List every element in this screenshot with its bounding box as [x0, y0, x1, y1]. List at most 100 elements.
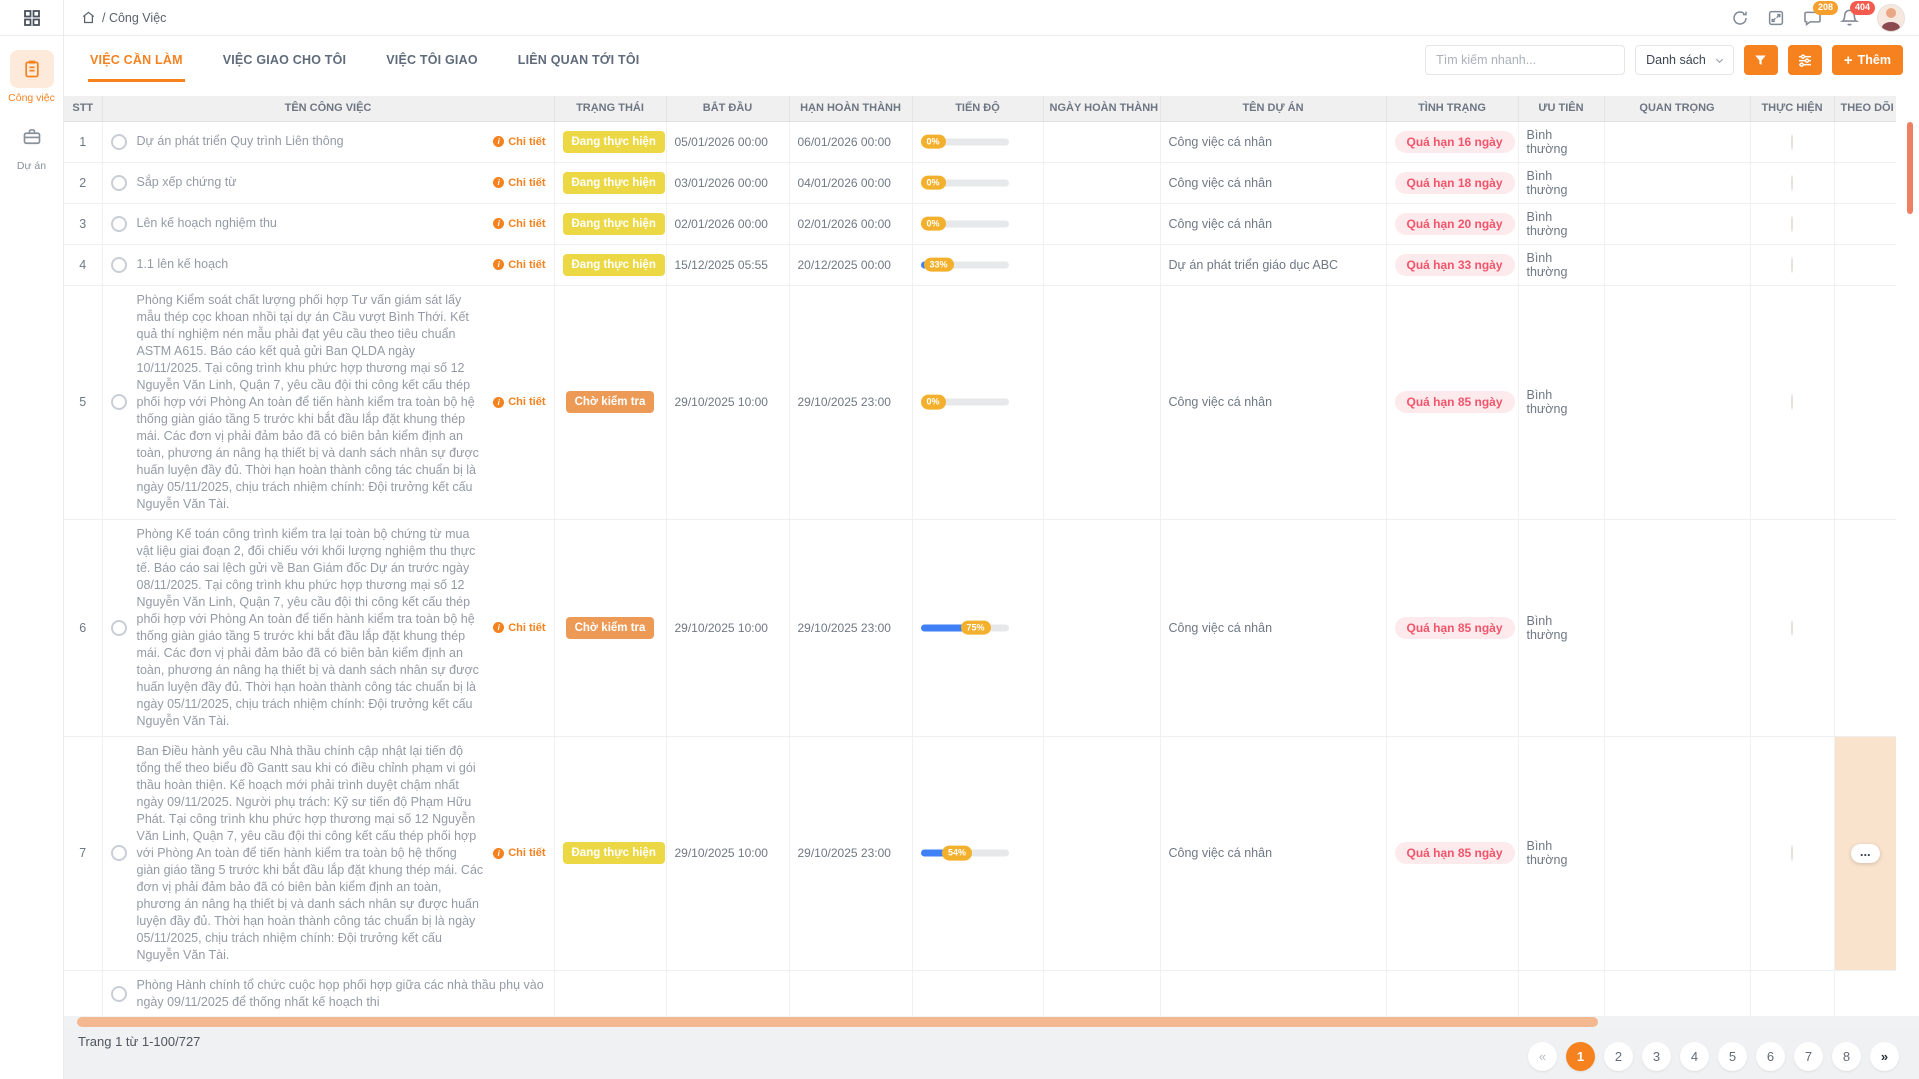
- task-name: Lên kế hoạch nghiệm thu: [136, 216, 277, 230]
- overdue-cell: Quá hạn 16 ngày: [1386, 121, 1519, 163]
- task-name-cell: Dự án phát triển Quy trình Liên thông i …: [102, 121, 555, 163]
- task-radio[interactable]: [110, 174, 127, 191]
- page-button[interactable]: 7: [1794, 1042, 1823, 1071]
- page-button[interactable]: 4: [1680, 1042, 1709, 1071]
- detail-link[interactable]: i Chi tiết: [493, 217, 546, 230]
- progress-value: 0%: [920, 394, 946, 410]
- task-radio[interactable]: [110, 845, 127, 861]
- filter-button[interactable]: [1743, 45, 1778, 75]
- page-button[interactable]: 5: [1718, 1042, 1747, 1071]
- prev-page-button[interactable]: «: [1528, 1042, 1557, 1071]
- assignee-avatar[interactable]: [1791, 215, 1793, 232]
- search-input[interactable]: [1426, 46, 1625, 74]
- assignee-avatar[interactable]: [1791, 619, 1793, 636]
- fullscreen-button[interactable]: [1767, 9, 1785, 27]
- tab-viec-giao-cho-toi[interactable]: VIỆC GIAO CHO TÔI: [222, 52, 347, 67]
- progress-bar: 75%: [920, 620, 1009, 636]
- detail-link[interactable]: i Chi tiết: [493, 847, 546, 859]
- start-date: 03/01/2026 00:00: [666, 162, 790, 204]
- sidebar-item-cong-viec[interactable]: Công việc: [4, 50, 60, 104]
- col-header-trang-thai: TRẠNG THÁI: [554, 96, 667, 122]
- project-name: Dự án phát triển giáo dục ABC: [1160, 244, 1387, 286]
- watch-cell: ...: [1834, 736, 1896, 971]
- task-radio[interactable]: [110, 256, 127, 273]
- tab-viec-toi-giao[interactable]: VIỆC TÔI GIAO: [386, 52, 478, 67]
- page-button[interactable]: 8: [1832, 1042, 1861, 1071]
- task-rows: 1 Dự án phát triển Quy trình Liên thông …: [64, 121, 1896, 1016]
- page-button[interactable]: 2: [1604, 1042, 1633, 1071]
- tab-lien-quan-toi-toi[interactable]: LIÊN QUAN TỚI TÔI: [517, 52, 640, 67]
- tab-viec-can-lam[interactable]: VIỆC CẦN LÀM: [88, 39, 185, 82]
- detail-link-label: Chi tiết: [508, 217, 546, 230]
- notifications-button[interactable]: 404: [1840, 1, 1876, 27]
- watch-cell: [1834, 970, 1896, 1016]
- progress-value: 0%: [920, 216, 946, 231]
- col-header-quan-trong: QUAN TRỌNG: [1604, 96, 1751, 122]
- table-row: 7 Ban Điều hành yêu cầu Nhà thầu chính c…: [64, 736, 1896, 971]
- status-cell: Đang thực hiện: [554, 121, 667, 163]
- priority: Bình thường: [1518, 285, 1605, 520]
- task-name: Phòng Kiểm soát chất lượng phối hợp Tư v…: [136, 292, 479, 511]
- view-mode-select[interactable]: Danh sách: [1635, 45, 1734, 75]
- status-badge: Đang thực hiện: [562, 253, 665, 276]
- page-button[interactable]: 3: [1642, 1042, 1671, 1071]
- task-radio[interactable]: [110, 985, 127, 1002]
- assignee-avatar[interactable]: [1791, 133, 1793, 150]
- assignee-avatar[interactable]: [1791, 845, 1793, 861]
- chevron-down-icon: [1714, 55, 1725, 66]
- due-date: 29/10/2025 23:00: [789, 736, 913, 971]
- task-radio[interactable]: [110, 394, 127, 410]
- task-radio[interactable]: [110, 133, 127, 150]
- assignee-avatar[interactable]: [1791, 174, 1793, 191]
- progress-value: 54%: [942, 845, 973, 861]
- overdue-cell: Quá hạn 20 ngày: [1386, 203, 1519, 245]
- row-actions-button[interactable]: ...: [1850, 843, 1880, 863]
- page-button[interactable]: 6: [1756, 1042, 1785, 1071]
- important-cell: [1604, 203, 1751, 245]
- detail-link-label: Chi tiết: [508, 847, 546, 859]
- home-icon[interactable]: [81, 10, 96, 25]
- due-date: 29/10/2025 23:00: [789, 285, 913, 520]
- overdue-badge: Quá hạn 85 ngày: [1394, 842, 1515, 864]
- page-button[interactable]: 1: [1566, 1042, 1595, 1071]
- messages-button[interactable]: 208: [1803, 1, 1839, 27]
- view-mode-value: Danh sách: [1646, 53, 1706, 67]
- detail-link[interactable]: i Chi tiết: [493, 396, 546, 408]
- watch-cell: [1834, 285, 1896, 520]
- task-radio[interactable]: [110, 215, 127, 232]
- status-badge: Đang thực hiện: [562, 130, 665, 153]
- assignee-avatar[interactable]: [1791, 394, 1793, 410]
- assignee-avatar[interactable]: [1791, 256, 1793, 273]
- detail-link[interactable]: i Chi tiết: [493, 259, 546, 271]
- vertical-scrollbar[interactable]: [1907, 122, 1913, 214]
- progress-fill: [920, 624, 987, 631]
- refresh-button[interactable]: [1731, 9, 1749, 27]
- progress-value: 33%: [923, 257, 954, 272]
- status-badge: Đang thực hiện: [562, 842, 665, 864]
- next-page-button[interactable]: »: [1870, 1042, 1899, 1071]
- detail-link[interactable]: i Chi tiết: [493, 136, 546, 148]
- assignee-cell: [1750, 285, 1835, 520]
- horizontal-scrollbar[interactable]: [77, 1017, 1599, 1027]
- row-index: 7: [64, 736, 103, 971]
- column-settings-button[interactable]: [1787, 45, 1822, 75]
- important-cell: [1604, 244, 1751, 286]
- user-avatar[interactable]: [1877, 3, 1905, 32]
- progress-bar: 0%: [920, 175, 1009, 191]
- progress-cell: [912, 970, 1044, 1016]
- progress-track: [920, 261, 1009, 268]
- add-task-button[interactable]: + Thêm: [1831, 45, 1903, 75]
- tab-list: VIỆC CẦN LÀM VIỆC GIAO CHO TÔI VIỆC TÔI …: [88, 39, 641, 82]
- overdue-cell: Quá hạn 85 ngày: [1386, 285, 1519, 520]
- pagination: « 1 2 3 4 5 6 7 8 »: [1528, 1042, 1899, 1071]
- assignee-cell: [1750, 203, 1835, 245]
- col-header-tinh-trang: TÌNH TRẠNG: [1386, 96, 1519, 122]
- detail-link[interactable]: i Chi tiết: [493, 622, 546, 634]
- status-cell: [554, 970, 667, 1016]
- row-index: [64, 970, 103, 1016]
- sidebar-item-du-an[interactable]: Dự án: [4, 118, 60, 172]
- detail-link[interactable]: i Chi tiết: [493, 177, 546, 189]
- app-launcher-button[interactable]: [0, 0, 63, 36]
- horizontal-scrollbar-track: [64, 1016, 1919, 1028]
- task-radio[interactable]: [110, 619, 127, 636]
